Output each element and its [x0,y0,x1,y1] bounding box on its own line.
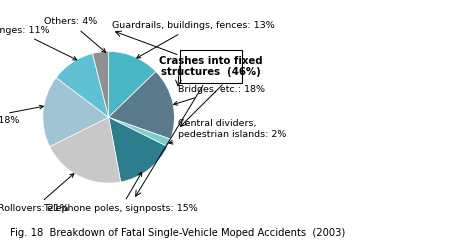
Wedge shape [92,52,109,117]
FancyBboxPatch shape [179,50,242,83]
Text: Central dividers,
pedestrian islands: 2%: Central dividers, pedestrian islands: 2% [169,120,286,144]
Text: Plunges: 11%: Plunges: 11% [0,26,77,60]
Text: Parked vehicles: 18%: Parked vehicles: 18% [0,105,43,125]
Wedge shape [109,72,174,139]
Text: Guardrails, buildings, fences: 13%: Guardrails, buildings, fences: 13% [112,21,275,58]
Text: Rollovers: 21%: Rollovers: 21% [0,174,74,213]
Text: Fig. 18  Breakdown of Fatal Single-Vehicle Moped Accidents  (2003): Fig. 18 Breakdown of Fatal Single-Vehicl… [10,228,345,238]
Text: Crashes into fixed
structures  (46%): Crashes into fixed structures (46%) [159,56,263,78]
Text: Telephone poles, signposts: 15%: Telephone poles, signposts: 15% [43,172,198,213]
Wedge shape [109,52,156,117]
Text: Bridges, etc.: 18%: Bridges, etc.: 18% [174,85,265,105]
Wedge shape [43,78,109,147]
Wedge shape [50,117,121,183]
Wedge shape [109,117,168,182]
Text: Others: 4%: Others: 4% [43,18,106,52]
Wedge shape [56,54,109,117]
Wedge shape [109,117,171,147]
